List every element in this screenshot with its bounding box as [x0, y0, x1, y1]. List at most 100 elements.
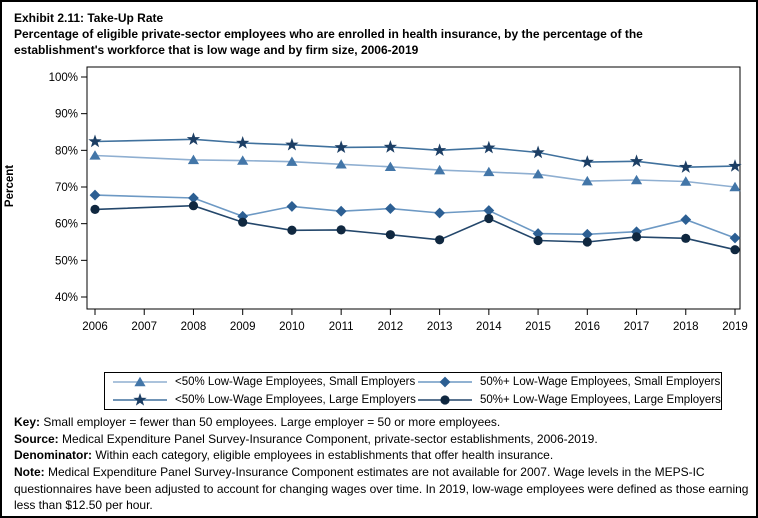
triangle-marker [729, 181, 741, 192]
circle-marker [631, 232, 642, 242]
triangle-marker [483, 166, 495, 177]
circle-marker [188, 201, 199, 211]
circle-marker [681, 233, 691, 243]
x-tick-label: 2013 [427, 321, 453, 333]
triangle-marker [630, 174, 643, 185]
y-axis: 100% 90% 80% 70% 60% 50% 40% [49, 72, 87, 304]
note-text: Medical Expenditure Panel Survey-Insuran… [14, 465, 749, 513]
note-note: Note: Medical Expenditure Panel Survey-I… [14, 464, 750, 514]
circle-marker [484, 213, 494, 224]
star-marker [285, 137, 299, 151]
x-tick-label: 2012 [378, 321, 404, 333]
series-triangle [89, 150, 741, 192]
title-block: Exhibit 2.11: Take-Up Rate Percentage of… [14, 10, 750, 58]
triangle-marker [286, 156, 298, 166]
circle-icon [418, 395, 472, 405]
note-label: Note: [14, 465, 45, 480]
triangle-marker [384, 161, 396, 172]
y-tick-label: 40% [55, 292, 78, 304]
denominator-label: Denominator: [14, 448, 92, 463]
diamond-marker [286, 201, 298, 212]
diamond-marker [581, 228, 593, 240]
diamond-marker [335, 205, 347, 217]
star-marker [133, 393, 147, 406]
diamond-marker [483, 205, 495, 216]
x-tick-label: 2018 [673, 321, 699, 333]
diamond-marker [439, 376, 451, 388]
series-diamond [89, 189, 741, 244]
y-tick-label: 70% [55, 182, 78, 194]
star-marker [383, 140, 398, 153]
exhibit-subtitle-line2: establishment's workforce that is low wa… [14, 43, 419, 57]
source-text: Medical Expenditure Panel Survey-Insuran… [62, 431, 598, 446]
x-tick-label: 2007 [131, 321, 157, 333]
key-label: Key: [14, 415, 41, 429]
star-marker [334, 140, 348, 154]
circle-marker [533, 235, 543, 246]
key-text: Small employer = fewer than 50 employees… [43, 415, 501, 429]
chart-canvas: 100%90%80%70%60%50%40%2006 2007 2008 2009 20… [49, 66, 748, 333]
x-tick-label: 2009 [230, 321, 256, 333]
diamond-marker [89, 189, 101, 201]
x-axis: 2006 2007 2008 2009 2010 2011 2012 2013 2014 2015… [82, 309, 748, 333]
star-marker [482, 140, 496, 154]
y-tick-label: 60% [55, 219, 78, 231]
x-tick-label: 2016 [575, 321, 601, 333]
circle-marker [730, 245, 740, 255]
x-tick-label: 2014 [476, 321, 502, 333]
legend-item-star: <50% Low-Wage Employees, Large Employers [111, 391, 416, 409]
x-tick-label: 2006 [82, 321, 108, 333]
circle-marker [287, 225, 297, 235]
diamond-icon [418, 376, 472, 388]
legend-item-triangle: <50% Low-Wage Employees, Small Employers [111, 373, 416, 391]
circle-marker [582, 237, 592, 247]
footer-notes: Key: Small employer = fewer than 50 empl… [14, 414, 750, 514]
star-marker [531, 145, 545, 159]
y-tick-label: 90% [55, 109, 78, 121]
x-tick-label: 2019 [722, 321, 748, 333]
exhibit-title: Exhibit 2.11: Take-Up Rate [14, 11, 164, 25]
series-star [88, 132, 742, 173]
circle-marker [238, 217, 248, 227]
legend-label: 50%+ Low-Wage Employees, Large Employers [480, 394, 721, 406]
y-tick-label: 50% [55, 255, 78, 267]
diamond-marker [237, 210, 249, 222]
x-tick-label: 2017 [624, 321, 650, 333]
legend-label: <50% Low-Wage Employees, Small Employers [175, 376, 416, 388]
circle-marker [435, 235, 445, 245]
legend: <50% Low-Wage Employees, Small Employers… [104, 372, 722, 410]
x-tick-label: 2015 [525, 321, 551, 333]
star-marker [88, 134, 102, 148]
legend-label: 50%+ Low-Wage Employees, Small Employers [480, 376, 721, 388]
star-marker [728, 159, 742, 172]
circle-marker [385, 230, 395, 240]
circle-marker [440, 395, 450, 405]
source-note: Source: Medical Expenditure Panel Survey… [14, 431, 750, 448]
triangle-marker [89, 150, 101, 160]
circle-marker [336, 225, 346, 235]
series-circle [90, 201, 740, 255]
triangle-marker [532, 168, 544, 179]
diamond-marker [680, 214, 692, 226]
star-marker [679, 160, 693, 173]
key-note: Key: Small employer = fewer than 50 empl… [14, 414, 750, 431]
denominator-text: Within each category, eligible employees… [95, 448, 554, 463]
y-tick-label: 100% [49, 72, 78, 84]
diamond-marker [532, 228, 544, 239]
triangle-marker [434, 164, 446, 175]
diamond-marker [188, 192, 199, 204]
x-tick-label: 2010 [279, 321, 305, 333]
exhibit-subtitle-line1: Percentage of eligible private-sector em… [14, 27, 643, 41]
star-marker [236, 136, 250, 149]
legend-item-diamond: 50%+ Low-Wage Employees, Small Employers [416, 373, 721, 391]
triangle-marker [134, 376, 146, 387]
legend-item-circle: 50%+ Low-Wage Employees, Large Employers [416, 391, 721, 409]
denominator-note: Denominator: Within each category, eligi… [14, 447, 750, 464]
y-axis-title: Percent [4, 164, 16, 208]
plot-area [86, 66, 741, 310]
star-marker [186, 132, 201, 145]
circle-marker [90, 204, 100, 214]
x-tick-label: 2011 [329, 321, 354, 333]
triangle-marker [187, 154, 200, 165]
